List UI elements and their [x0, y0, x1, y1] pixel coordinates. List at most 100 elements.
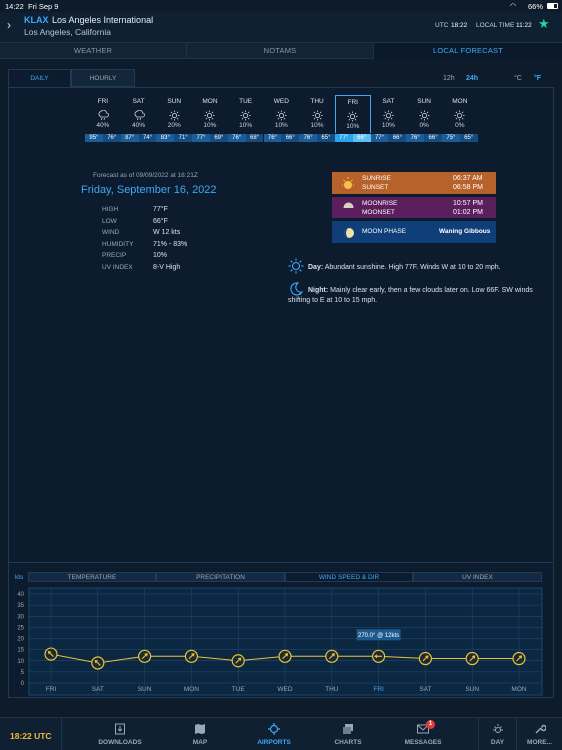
- airport-name: Los Angeles International: [52, 15, 154, 25]
- forecast-day-column[interactable]: FRI 10%: [334, 95, 371, 133]
- day-summary-label: Day:: [308, 264, 324, 271]
- forecast-day-column[interactable]: SUN 20%: [156, 95, 192, 133]
- chart-tab-temperature[interactable]: TEMPERATURE: [28, 572, 156, 582]
- forecast-day-high: 76°: [263, 134, 282, 142]
- forecast-day-low: 66°: [352, 134, 371, 142]
- night-summary: Night: Mainly clear early, then a few cl…: [288, 286, 548, 305]
- forecast-day-high: 77°: [334, 134, 353, 142]
- forecast-day-precip: 40%: [96, 122, 110, 129]
- forecast-day-low: 66°: [281, 134, 300, 142]
- wind-chart[interactable]: 0 5 10 15 20 25 30 35 40 FRI SAT SUN MON TUE WED THU FRI…: [0, 585, 562, 697]
- forecast-day-name: FRI: [347, 99, 358, 106]
- tab-notams[interactable]: NOTAMS: [187, 43, 374, 59]
- forecast-day-column[interactable]: SAT 40%: [121, 95, 157, 133]
- forecast-day-high: 75°: [442, 134, 460, 142]
- chart-tab-wind[interactable]: WIND SPEED & DIR: [285, 572, 413, 582]
- detail-label: HUMIDITY: [102, 240, 134, 248]
- day-summary-text: Abundant sunshine. High 77F. Winds W at …: [324, 264, 501, 271]
- nav-day[interactable]: DAY: [478, 718, 516, 750]
- local-time-label: LOCAL TIME: [476, 22, 515, 29]
- wind-direction-arrow: [48, 651, 54, 657]
- forecast-day-name: SUN: [417, 98, 431, 105]
- day-mode-icon: [492, 724, 503, 733]
- messages-badge: 1: [426, 720, 435, 729]
- y-tick-label: 10: [17, 659, 24, 665]
- nav-charts-label: CHARTS: [334, 739, 362, 746]
- chevron-right-icon[interactable]: ›: [7, 18, 11, 32]
- airport-header: › KLAX Los Angeles International Los Ang…: [0, 12, 562, 42]
- download-icon: [115, 723, 125, 735]
- forecast-day-high: 76°: [227, 134, 246, 142]
- forecast-day-column[interactable]: SAT 10%: [371, 95, 407, 133]
- nav-messages-label: MESSAGES: [404, 739, 442, 746]
- time-24h-toggle[interactable]: 24h: [466, 75, 479, 82]
- sun-icon: [228, 108, 264, 121]
- battery-percent: 66%: [528, 2, 544, 11]
- unit-fahrenheit-toggle[interactable]: °F: [534, 75, 542, 82]
- tab-weather[interactable]: WEATHER: [0, 43, 187, 59]
- map-icon: [195, 724, 205, 734]
- forecast-day-name: MON: [452, 98, 468, 105]
- nav-downloads[interactable]: DOWNLOADS: [80, 718, 160, 750]
- forecast-day-column[interactable]: THU 10%: [299, 95, 335, 133]
- tab-daily[interactable]: DAILY: [8, 69, 71, 87]
- detail-value: 66°F: [153, 217, 168, 225]
- wind-direction-arrow: [94, 660, 101, 666]
- forecast-day-column[interactable]: FRI 40%: [85, 95, 121, 133]
- sun-icon: [371, 108, 407, 121]
- y-tick-label: 25: [17, 625, 24, 631]
- status-bar: 14:22 Fri Sep 9 ◠ 66%: [0, 0, 562, 12]
- detail-value: W 12 kts: [153, 229, 181, 236]
- forecast-day-precip: 10%: [310, 122, 324, 129]
- nav-messages[interactable]: 1 MESSAGES: [392, 718, 454, 750]
- forecast-day-precip: 10%: [203, 122, 217, 129]
- nav-map[interactable]: MAP: [170, 718, 230, 750]
- wind-direction-arrow: [469, 655, 476, 662]
- sun-icon: [192, 108, 228, 121]
- wind-arrow-head: [518, 655, 523, 659]
- day-summary: Day: Abundant sunshine. High 77F. Winds …: [308, 263, 548, 272]
- forecast-day-column[interactable]: MON 0%: [442, 95, 478, 133]
- detail-value: 10%: [153, 252, 168, 259]
- chart-tab-precipitation[interactable]: PRECIPITATION: [156, 572, 285, 582]
- wind-direction-arrow: [141, 653, 148, 660]
- x-tick-label: FRI: [373, 686, 384, 693]
- x-tick-label: THU: [325, 686, 339, 693]
- moonrise-time: 10:57 PM: [453, 200, 483, 207]
- local-time: 11:22: [516, 22, 532, 29]
- moon-times-box: MOONRISE 10:57 PM MOONSET 01:02 PM: [332, 197, 496, 218]
- x-tick-label: TUE: [232, 686, 246, 693]
- forecast-day-column[interactable]: TUE 10%: [228, 95, 264, 133]
- time-12h-toggle[interactable]: 12h: [443, 75, 455, 82]
- unit-celsius-toggle[interactable]: °C: [514, 75, 522, 82]
- forecast-day-high: 77°: [370, 134, 389, 142]
- utc-time: 18:22: [451, 22, 468, 29]
- favorite-star-icon[interactable]: ★: [538, 16, 550, 31]
- wind-direction-arrow: [188, 653, 195, 660]
- nav-map-label: MAP: [192, 739, 208, 746]
- wind-direction-arrow: [235, 657, 242, 664]
- nav-charts[interactable]: CHARTS: [318, 718, 378, 750]
- forecast-day-low: 66°: [424, 134, 442, 142]
- sun-icon: [336, 109, 370, 122]
- main-tabs: WEATHER NOTAMS LOCAL FORECAST: [0, 42, 562, 59]
- nav-airports[interactable]: AIRPORTS: [244, 718, 304, 750]
- x-tick-label: SAT: [92, 686, 104, 693]
- forecast-day-name: FRI: [97, 98, 109, 105]
- wind-arrow-head: [191, 653, 195, 657]
- moonrise-icon: [342, 201, 355, 214]
- forecast-day-column[interactable]: WED 10%: [264, 95, 300, 133]
- forecast-day-precip: 10%: [239, 122, 253, 129]
- sun-icon: [264, 108, 300, 121]
- chart-tab-uv-index[interactable]: UV INDEX: [413, 572, 542, 582]
- forecast-day-column[interactable]: MON 10%: [192, 95, 228, 133]
- night-summary-text: Mainly clear early, then a few clouds la…: [288, 287, 533, 304]
- tab-local-forecast[interactable]: LOCAL FORECAST: [374, 43, 562, 59]
- forecast-day-column[interactable]: SUN 0%: [406, 95, 442, 133]
- forecast-day-name: MON: [202, 98, 218, 105]
- wind-arrow-head: [94, 659, 98, 664]
- nav-more[interactable]: MORE...: [516, 718, 562, 750]
- forecast-day-high: 87°: [120, 134, 139, 142]
- wind-direction-arrow: [422, 655, 429, 662]
- tab-hourly[interactable]: HOURLY: [71, 69, 135, 87]
